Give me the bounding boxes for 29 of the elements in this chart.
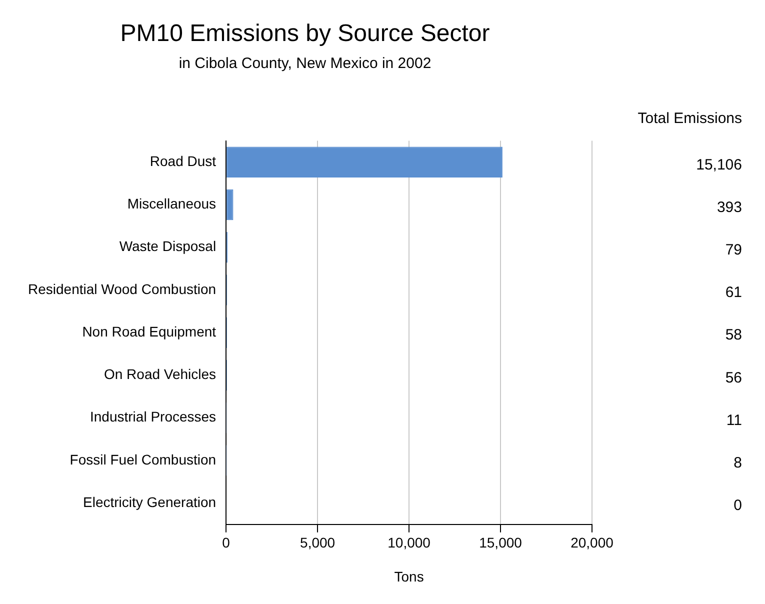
data-label: 61 xyxy=(725,284,742,302)
data-label: 58 xyxy=(725,326,742,344)
data-label: 79 xyxy=(725,241,742,258)
data-label: 8 xyxy=(734,454,742,472)
y-tick-label: Electricity Generation xyxy=(83,494,216,510)
bar xyxy=(226,189,234,220)
y-tick-label: Residential Wood Combustion xyxy=(28,280,216,297)
y-tick-label: Industrial Processes xyxy=(90,408,216,425)
x-tick-label: 15,000 xyxy=(479,534,522,551)
data-label: 393 xyxy=(716,198,742,216)
x-tick-label: 0 xyxy=(222,534,230,551)
data-label: 56 xyxy=(725,369,742,386)
data-label: 0 xyxy=(734,497,742,514)
x-axis-title: Tons xyxy=(394,568,424,584)
chart-title: PM10 Emissions by Source Sector xyxy=(120,20,490,48)
y-tick-label: Road Dust xyxy=(150,152,216,169)
y-tick-label: Miscellaneous xyxy=(127,196,216,212)
y-tick-label: Non Road Equipment xyxy=(82,323,216,340)
x-tick-label: 10,000 xyxy=(388,534,431,551)
y-tick-label: Waste Disposal xyxy=(119,238,216,254)
chart-subtitle: in Cibola County, New Mexico in 2002 xyxy=(178,54,432,72)
y-tick-label: On Road Vehicles xyxy=(104,366,216,382)
x-tick-label: 20,000 xyxy=(570,534,614,551)
bar xyxy=(226,146,502,178)
x-tick-label: 5,000 xyxy=(300,534,336,551)
y-tick-label: Fossil Fuel Combustion xyxy=(70,451,216,468)
data-label: 15,106 xyxy=(696,156,742,174)
data-label: 11 xyxy=(726,412,742,429)
text: Total Emissions xyxy=(638,110,742,127)
